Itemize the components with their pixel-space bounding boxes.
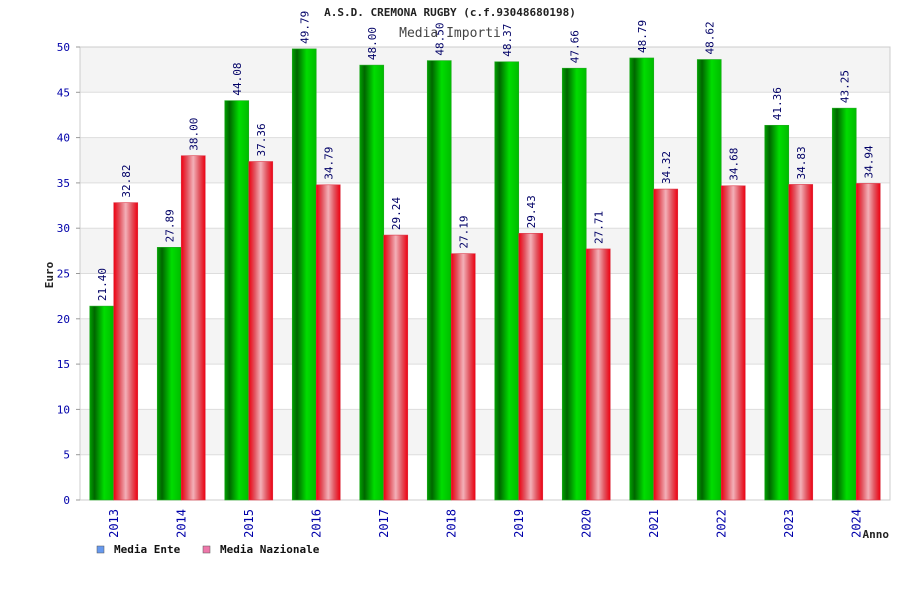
y-tick-label: 50 bbox=[57, 41, 70, 54]
y-tick-label: 40 bbox=[57, 132, 70, 145]
x-tick-label: 2015 bbox=[242, 509, 256, 538]
value-label-media-ente-2017: 48.00 bbox=[366, 27, 379, 60]
value-label-media-nazionale-2021: 34.32 bbox=[660, 151, 673, 184]
value-label-media-ente-2018: 48.50 bbox=[433, 22, 446, 55]
bar-media-ente-2024 bbox=[831, 107, 857, 501]
x-tick-label: 2020 bbox=[579, 509, 593, 538]
bars bbox=[89, 48, 881, 501]
legend: Media Ente Media Nazionale bbox=[96, 543, 320, 556]
grid-band bbox=[80, 273, 890, 319]
bar-media-ente-2022 bbox=[696, 59, 722, 501]
value-label-media-ente-2022: 48.62 bbox=[703, 21, 716, 54]
x-tick-label: 2014 bbox=[174, 509, 188, 538]
value-label-media-nazionale-2019: 29.43 bbox=[525, 195, 538, 228]
legend-label-media-nazionale: Media Nazionale bbox=[220, 543, 320, 556]
y-tick-label: 5 bbox=[63, 449, 70, 462]
grid-band bbox=[80, 47, 890, 93]
bar-media-ente-2014 bbox=[156, 247, 182, 501]
value-label-media-nazionale-2022: 34.68 bbox=[727, 148, 740, 181]
x-axis-ticks: 2013 2014 2015 2016 2017 2018 2019 2020 2021 2022… bbox=[107, 509, 864, 538]
y-tick-label: 25 bbox=[57, 268, 70, 281]
y-tick-label: 45 bbox=[57, 86, 70, 99]
bar-media-ente-2021 bbox=[629, 57, 655, 501]
chart-title: A.S.D. CREMONA RUGBY (c.f.93048680198) bbox=[324, 6, 576, 19]
value-label-media-nazionale-2020: 27.71 bbox=[592, 211, 605, 244]
value-label-media-ente-2015: 44.08 bbox=[231, 63, 244, 96]
y-axis-label: Euro bbox=[43, 261, 56, 288]
value-label-media-ente-2014: 27.89 bbox=[163, 209, 176, 242]
grid-band bbox=[80, 318, 890, 365]
x-tick-label: 2021 bbox=[647, 509, 661, 538]
value-label-media-ente-2023: 41.36 bbox=[771, 87, 784, 120]
grid-band bbox=[80, 409, 890, 455]
y-tick-label: 30 bbox=[57, 222, 70, 235]
x-tick-label: 2023 bbox=[782, 509, 796, 538]
grid-band bbox=[80, 454, 890, 500]
value-label-media-nazionale-2023: 34.83 bbox=[795, 146, 808, 179]
y-axis-ticks: 0 5 10 15 20 25 30 35 40 45 50 bbox=[57, 41, 80, 507]
bar-media-ente-2017 bbox=[359, 64, 385, 501]
legend-swatch-media-ente bbox=[96, 545, 105, 554]
grid-band bbox=[80, 137, 890, 183]
x-tick-label: 2018 bbox=[444, 509, 458, 538]
value-label-media-ente-2019: 48.37 bbox=[501, 24, 514, 57]
bar-media-ente-2023 bbox=[764, 124, 790, 501]
grid-bands bbox=[80, 47, 890, 500]
bar-media-ente-2019 bbox=[494, 61, 520, 501]
x-axis-label: Anno bbox=[863, 528, 890, 541]
bar-media-nazionale-2018 bbox=[450, 253, 476, 501]
y-tick-label: 20 bbox=[57, 313, 70, 326]
value-label-media-ente-2021: 48.79 bbox=[636, 20, 649, 53]
value-labels: 21.40 32.82 27.89 38.00 44.08 37.36 49.79 34.79… bbox=[96, 11, 876, 301]
value-label-media-nazionale-2018: 27.19 bbox=[457, 216, 470, 249]
x-tick-label: 2013 bbox=[107, 509, 121, 538]
value-label-media-ente-2013: 21.40 bbox=[96, 268, 109, 301]
grid-band bbox=[80, 92, 890, 138]
bar-media-ente-2013 bbox=[89, 305, 115, 501]
bar-media-nazionale-2022 bbox=[720, 185, 746, 501]
legend-swatch-media-nazionale bbox=[202, 545, 211, 554]
x-tick-label: 2024 bbox=[849, 509, 863, 538]
bar-media-nazionale-2020 bbox=[585, 248, 611, 501]
value-label-media-ente-2024: 43.25 bbox=[838, 70, 851, 103]
bar-media-nazionale-2019 bbox=[518, 233, 544, 501]
bar-media-nazionale-2015 bbox=[248, 161, 274, 501]
y-tick-label: 35 bbox=[57, 177, 70, 190]
grid-band bbox=[80, 182, 890, 229]
value-label-media-nazionale-2015: 37.36 bbox=[255, 123, 268, 156]
value-label-media-nazionale-2016: 34.79 bbox=[322, 147, 335, 180]
y-tick-label: 10 bbox=[57, 403, 70, 416]
y-tick-label: 0 bbox=[63, 494, 70, 507]
bar-media-nazionale-2024 bbox=[855, 183, 881, 501]
bar-media-ente-2015 bbox=[224, 100, 250, 501]
grid-band bbox=[80, 364, 890, 410]
bar-media-nazionale-2023 bbox=[788, 184, 814, 501]
legend-label-media-ente: Media Ente bbox=[114, 543, 181, 556]
bar-media-nazionale-2016 bbox=[315, 184, 341, 501]
value-label-media-nazionale-2024: 34.94 bbox=[862, 145, 875, 178]
x-tick-label: 2019 bbox=[512, 509, 526, 538]
bar-media-ente-2020 bbox=[561, 67, 587, 501]
value-label-media-ente-2020: 47.66 bbox=[568, 30, 581, 63]
value-label-media-nazionale-2014: 38.00 bbox=[187, 118, 200, 151]
value-label-media-nazionale-2013: 32.82 bbox=[120, 165, 133, 198]
bar-media-ente-2016 bbox=[291, 48, 317, 501]
grid-band bbox=[80, 228, 890, 274]
x-tick-label: 2022 bbox=[714, 509, 728, 538]
bar-media-nazionale-2021 bbox=[653, 188, 679, 501]
x-tick-label: 2017 bbox=[377, 509, 391, 538]
bar-media-nazionale-2017 bbox=[383, 234, 409, 501]
value-label-media-ente-2016: 49.79 bbox=[298, 11, 311, 44]
chart-subtitle: Media Importi bbox=[399, 26, 501, 41]
value-label-media-nazionale-2017: 29.24 bbox=[390, 197, 403, 230]
y-tick-label: 15 bbox=[57, 358, 70, 371]
bar-media-nazionale-2014 bbox=[180, 155, 206, 501]
x-tick-label: 2016 bbox=[309, 509, 323, 538]
bar-media-ente-2018 bbox=[426, 60, 452, 501]
bar-media-nazionale-2013 bbox=[113, 202, 139, 501]
